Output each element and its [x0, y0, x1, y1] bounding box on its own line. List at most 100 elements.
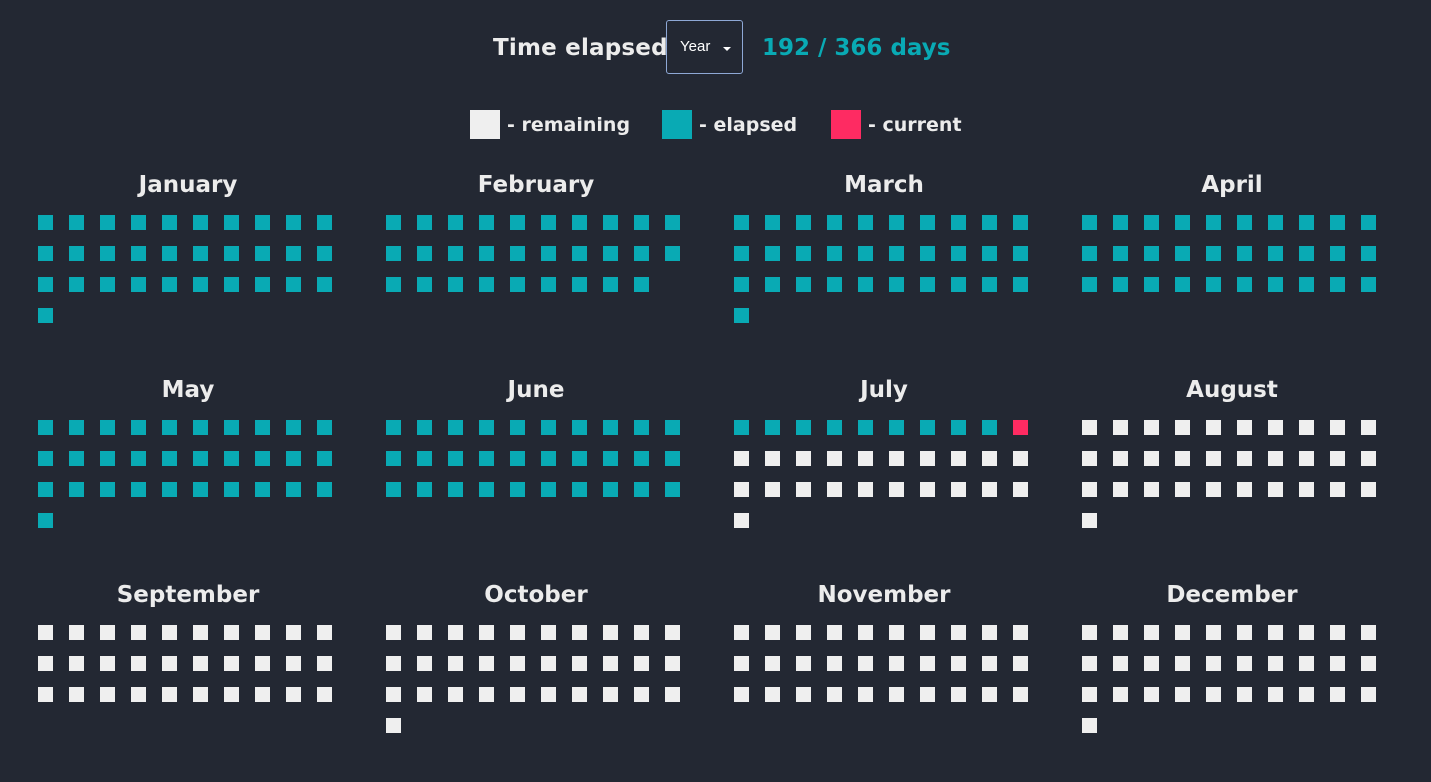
day-cell-march-18 [951, 246, 966, 261]
day-cell-december-19 [1330, 656, 1345, 671]
day-cell-july-17 [920, 451, 935, 466]
day-cell-may-31 [38, 513, 53, 528]
month-january: January [38, 172, 386, 372]
day-cell-august-10 [1361, 420, 1376, 435]
day-cell-may-1 [38, 420, 53, 435]
day-cell-november-26 [889, 687, 904, 702]
day-cell-march-28 [951, 277, 966, 292]
day-cell-october-31 [386, 718, 401, 733]
day-cell-june-6 [541, 420, 556, 435]
day-cell-july-31 [734, 513, 749, 528]
day-cell-august-11 [1082, 451, 1097, 466]
day-cell-july-9 [982, 420, 997, 435]
day-cell-september-12 [69, 656, 84, 671]
day-cell-october-1 [386, 625, 401, 640]
day-cell-february-18 [603, 246, 618, 261]
day-cell-october-5 [510, 625, 525, 640]
day-cell-march-12 [765, 246, 780, 261]
day-cell-november-25 [858, 687, 873, 702]
day-cell-december-6 [1237, 625, 1252, 640]
month-title-february: February [477, 172, 595, 198]
day-cell-april-9 [1330, 215, 1345, 230]
day-cell-may-11 [38, 451, 53, 466]
day-cell-may-5 [162, 420, 177, 435]
day-cell-april-5 [1206, 215, 1221, 230]
day-cell-april-27 [1268, 277, 1283, 292]
day-cell-november-13 [796, 656, 811, 671]
day-cell-september-19 [286, 656, 301, 671]
day-cell-february-15 [510, 246, 525, 261]
day-cell-september-29 [286, 687, 301, 702]
day-cell-october-16 [541, 656, 556, 671]
day-cell-november-8 [951, 625, 966, 640]
day-cell-september-3 [100, 625, 115, 640]
day-cell-december-31 [1082, 718, 1097, 733]
day-cell-april-18 [1299, 246, 1314, 261]
day-cell-january-9 [286, 215, 301, 230]
day-cell-january-29 [286, 277, 301, 292]
day-cell-september-9 [286, 625, 301, 640]
day-cell-april-3 [1144, 215, 1159, 230]
day-cell-july-25 [858, 482, 873, 497]
day-cell-may-19 [286, 451, 301, 466]
day-cell-october-11 [386, 656, 401, 671]
day-cell-march-21 [734, 277, 749, 292]
day-cell-april-30 [1361, 277, 1376, 292]
day-cell-march-11 [734, 246, 749, 261]
day-cell-november-21 [734, 687, 749, 702]
day-cell-november-4 [827, 625, 842, 640]
day-cell-october-6 [541, 625, 556, 640]
day-cell-june-23 [448, 482, 463, 497]
day-cell-november-6 [889, 625, 904, 640]
day-cell-august-4 [1175, 420, 1190, 435]
day-cell-august-9 [1330, 420, 1345, 435]
month-march: March [734, 172, 1082, 372]
day-cell-december-21 [1082, 687, 1097, 702]
period-select[interactable]: Year [666, 20, 743, 74]
day-cell-february-27 [572, 277, 587, 292]
day-cell-august-15 [1206, 451, 1221, 466]
day-cell-february-5 [510, 215, 525, 230]
day-cell-may-26 [193, 482, 208, 497]
day-cell-august-24 [1175, 482, 1190, 497]
day-cell-march-1 [734, 215, 749, 230]
day-cell-september-27 [224, 687, 239, 702]
day-cell-october-7 [572, 625, 587, 640]
day-cell-september-8 [255, 625, 270, 640]
day-cell-march-9 [982, 215, 997, 230]
day-cell-december-22 [1113, 687, 1128, 702]
day-cell-april-22 [1113, 277, 1128, 292]
month-title-may: May [161, 377, 215, 403]
day-cell-september-26 [193, 687, 208, 702]
day-cell-august-30 [1361, 482, 1376, 497]
day-cell-january-31 [38, 308, 53, 323]
month-september: September [38, 582, 386, 782]
day-cell-december-18 [1299, 656, 1314, 671]
day-cell-august-14 [1175, 451, 1190, 466]
day-cell-july-2 [765, 420, 780, 435]
month-august: August [1082, 377, 1430, 577]
day-cell-september-2 [69, 625, 84, 640]
day-cell-december-23 [1144, 687, 1159, 702]
day-cell-august-31 [1082, 513, 1097, 528]
day-cell-december-3 [1144, 625, 1159, 640]
day-cell-july-4 [827, 420, 842, 435]
day-cell-september-10 [317, 625, 332, 640]
day-cell-march-26 [889, 277, 904, 292]
day-cell-may-9 [286, 420, 301, 435]
day-cell-july-5 [858, 420, 873, 435]
day-cell-october-28 [603, 687, 618, 702]
day-cell-july-28 [951, 482, 966, 497]
day-cell-september-17 [224, 656, 239, 671]
day-cell-july-13 [796, 451, 811, 466]
day-cell-may-6 [193, 420, 208, 435]
day-cell-january-6 [193, 215, 208, 230]
day-cell-april-7 [1268, 215, 1283, 230]
day-cell-january-13 [100, 246, 115, 261]
day-cell-january-10 [317, 215, 332, 230]
day-cell-july-6 [889, 420, 904, 435]
day-cell-december-17 [1268, 656, 1283, 671]
day-cell-august-6 [1237, 420, 1252, 435]
day-cell-april-4 [1175, 215, 1190, 230]
day-cell-july-27 [920, 482, 935, 497]
